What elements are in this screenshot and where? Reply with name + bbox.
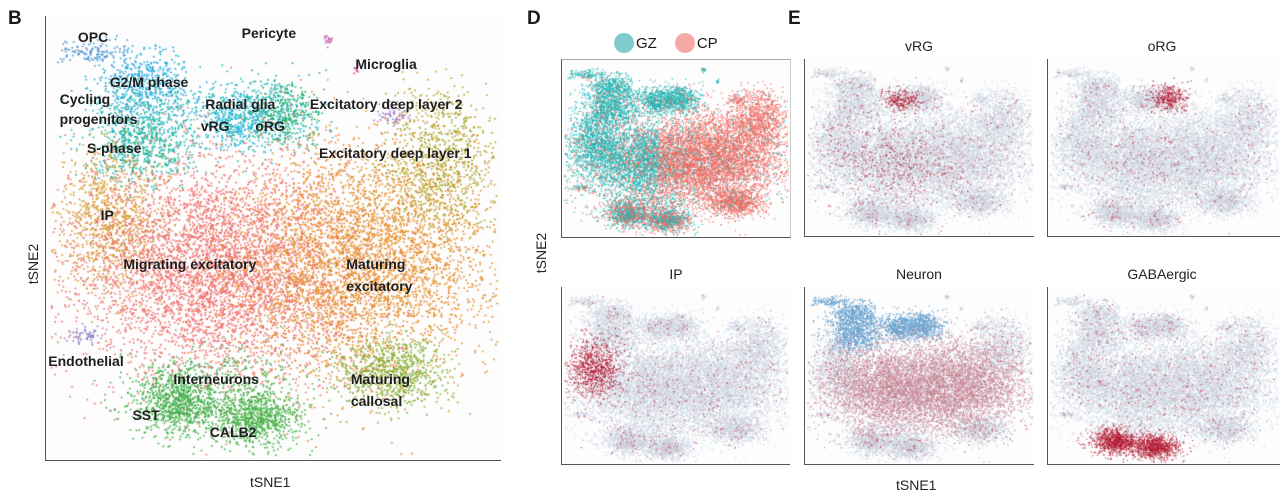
cluster-label: Maturing xyxy=(346,255,406,272)
cluster-label: Migrating excitatory xyxy=(123,255,257,272)
cluster-label: excitatory xyxy=(346,277,413,294)
panel-d-legend: GZ CP xyxy=(614,33,736,53)
cluster-label: IP xyxy=(100,206,114,223)
cluster-label: G2/M phase xyxy=(109,73,189,90)
subplot-vrg xyxy=(804,59,1034,237)
subplot-vrg-scatter xyxy=(805,59,1034,236)
cluster-label: S-phase xyxy=(86,140,142,157)
legend-item-gz: GZ xyxy=(614,33,657,53)
panel-b-letter: B xyxy=(8,8,22,29)
subplot-ip-scatter xyxy=(562,287,790,464)
subplot-neuron xyxy=(804,287,1034,465)
panel-d-plot xyxy=(561,59,791,238)
legend-gz-label: GZ xyxy=(636,34,657,52)
panel-b-ylabel: tSNE2 xyxy=(25,243,41,285)
cluster-label: CALB2 xyxy=(209,424,257,441)
subplot-org-scatter xyxy=(1048,59,1280,236)
legend-item-cp: CP xyxy=(674,33,718,53)
subplot-title-vrg: vRG xyxy=(905,38,933,54)
cluster-label: OPC xyxy=(77,29,109,46)
cluster-label: vRG xyxy=(200,118,230,135)
subplot-title-org: oRG xyxy=(1147,38,1177,54)
panel-e-xlabel: tSNE1 xyxy=(896,477,937,493)
cluster-label: Radial glia xyxy=(205,95,276,112)
gz-swatch-icon xyxy=(614,33,634,53)
legend-cp-label: CP xyxy=(696,34,718,52)
subplot-gabaergic-scatter xyxy=(1048,287,1280,464)
panel-b-scatter xyxy=(46,16,501,460)
cluster-label: Interneurons xyxy=(173,371,259,388)
subplot-title-ip: IP xyxy=(669,266,683,282)
cluster-label: Microglia xyxy=(355,55,417,72)
cluster-label: Excitatory deep layer 1 xyxy=(319,144,472,161)
cluster-label: Maturing xyxy=(350,371,410,388)
cp-swatch-icon xyxy=(674,33,695,53)
subplot-neuron-scatter xyxy=(805,287,1034,464)
subplot-org xyxy=(1047,59,1280,237)
panel-b-plot: OPC G2/M phase Cycling progenitors S-phase Ra… xyxy=(45,16,501,461)
cluster-label: Pericyte xyxy=(241,24,297,41)
panel-d-letter: D xyxy=(527,8,541,29)
subplot-title-gabaergic: GABAergic xyxy=(1127,266,1197,282)
cluster-label: Cycling xyxy=(59,91,111,108)
panel-de-ylabel: tSNE2 xyxy=(533,232,549,274)
panel-e-letter: E xyxy=(788,8,801,29)
subplot-ip xyxy=(561,287,790,465)
panel-b-xlabel: tSNE1 xyxy=(250,474,291,490)
cluster-label: Excitatory deep layer 2 xyxy=(309,95,463,112)
cluster-label: SST xyxy=(132,406,160,423)
cluster-label: callosal xyxy=(350,393,403,410)
cluster-label: oRG xyxy=(255,118,285,135)
subplot-gabaergic xyxy=(1047,287,1280,465)
panel-d-scatter xyxy=(562,60,790,237)
subplot-title-neuron: Neuron xyxy=(896,266,942,282)
cluster-label: progenitors xyxy=(59,111,138,128)
cluster-label: Endothelial xyxy=(48,353,124,370)
